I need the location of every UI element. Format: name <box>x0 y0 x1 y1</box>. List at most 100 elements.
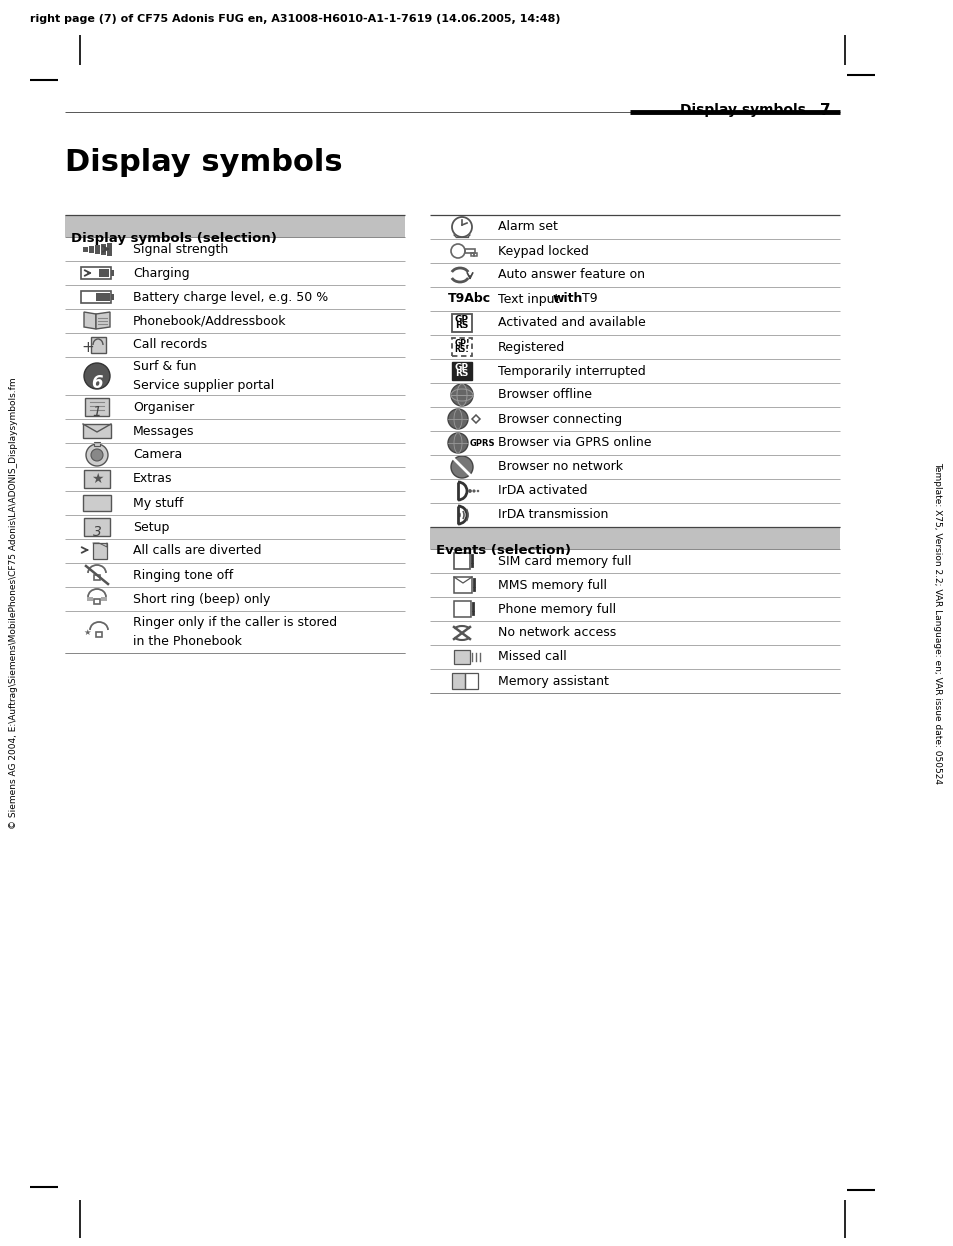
Text: Ringing tone off: Ringing tone off <box>132 568 233 582</box>
Text: No network access: No network access <box>497 627 616 639</box>
Text: Signal strength: Signal strength <box>132 243 228 255</box>
Text: Display symbols: Display symbols <box>65 148 342 177</box>
Bar <box>464 673 477 689</box>
Bar <box>84 518 110 536</box>
Text: Browser offline: Browser offline <box>497 389 592 401</box>
Bar <box>454 553 470 569</box>
Bar <box>454 650 470 664</box>
Text: SIM card memory full: SIM card memory full <box>497 554 631 567</box>
Text: Organiser: Organiser <box>132 400 194 414</box>
Bar <box>96 293 110 302</box>
Text: GP: GP <box>455 315 469 324</box>
Text: MMS memory full: MMS memory full <box>497 578 606 592</box>
Text: Call records: Call records <box>132 339 207 351</box>
Bar <box>81 267 111 279</box>
Bar <box>99 269 109 277</box>
Bar <box>87 597 92 601</box>
Bar <box>84 470 110 488</box>
Text: 3: 3 <box>92 525 101 540</box>
Bar <box>111 270 113 277</box>
Bar <box>454 577 472 593</box>
Bar <box>92 543 107 559</box>
Text: T9Abc: T9Abc <box>448 293 491 305</box>
Text: Auto answer feature on: Auto answer feature on <box>497 268 644 282</box>
Circle shape <box>84 363 110 389</box>
Bar <box>94 574 100 579</box>
Text: GP: GP <box>455 364 469 373</box>
Text: GP!: GP! <box>454 339 469 349</box>
Text: right page (7) of CF75 Adonis FUG en, A31008-H6010-A1-1-7619 (14.06.2005, 14:48): right page (7) of CF75 Adonis FUG en, A3… <box>30 14 560 24</box>
Bar <box>430 527 840 549</box>
Bar <box>83 247 88 252</box>
Text: Extras: Extras <box>132 472 172 486</box>
Bar <box>95 244 100 253</box>
Text: Charging: Charging <box>132 267 190 279</box>
Circle shape <box>476 490 478 492</box>
Circle shape <box>451 456 473 478</box>
Text: Phonebook/Addressbook: Phonebook/Addressbook <box>132 314 286 328</box>
Text: Alarm set: Alarm set <box>497 221 558 233</box>
Text: with: with <box>553 293 583 305</box>
Text: RS!: RS! <box>454 345 469 355</box>
Bar <box>65 216 405 237</box>
Bar <box>107 243 112 255</box>
Text: Temporarily interrupted: Temporarily interrupted <box>497 365 645 378</box>
Text: IrDA transmission: IrDA transmission <box>497 508 608 522</box>
Bar <box>452 314 472 331</box>
Text: IrDA activated: IrDA activated <box>497 485 587 497</box>
Bar <box>94 599 100 604</box>
Text: Surf & fun: Surf & fun <box>132 360 196 373</box>
Text: in the Phonebook: in the Phonebook <box>132 635 242 648</box>
Text: RS: RS <box>455 370 468 379</box>
Bar <box>101 243 106 254</box>
Text: My stuff: My stuff <box>132 496 183 510</box>
Polygon shape <box>84 312 96 329</box>
Text: ★: ★ <box>91 472 103 486</box>
Text: Messages: Messages <box>132 425 194 437</box>
Text: Browser connecting: Browser connecting <box>497 412 621 425</box>
Text: Keypad locked: Keypad locked <box>497 244 588 258</box>
Polygon shape <box>96 312 110 329</box>
Circle shape <box>448 409 468 429</box>
Text: 7: 7 <box>820 103 830 118</box>
Text: Browser no network: Browser no network <box>497 461 622 473</box>
Text: Events (selection): Events (selection) <box>436 545 571 557</box>
Polygon shape <box>85 397 109 416</box>
Text: Activated and available: Activated and available <box>497 316 645 329</box>
Circle shape <box>448 434 468 454</box>
Text: Ringer only if the caller is stored: Ringer only if the caller is stored <box>132 616 336 629</box>
Bar <box>452 673 464 689</box>
Text: Missed call: Missed call <box>497 650 566 664</box>
Bar <box>111 294 113 300</box>
Circle shape <box>86 444 108 466</box>
Circle shape <box>451 384 473 406</box>
Text: 1: 1 <box>92 405 101 419</box>
Text: T9: T9 <box>578 293 597 305</box>
Circle shape <box>473 490 475 492</box>
Text: Service supplier portal: Service supplier portal <box>132 379 274 392</box>
Bar <box>83 424 111 439</box>
Text: +: + <box>81 340 93 355</box>
Bar <box>452 363 472 380</box>
Bar <box>96 632 102 637</box>
Text: Registered: Registered <box>497 340 565 354</box>
Bar <box>94 442 100 446</box>
Text: Battery charge level, e.g. 50 %: Battery charge level, e.g. 50 % <box>132 290 328 304</box>
Bar <box>471 253 474 255</box>
Text: ★: ★ <box>83 628 91 637</box>
Text: RS: RS <box>455 321 468 330</box>
Text: Display symbols: Display symbols <box>679 103 805 117</box>
Text: Text input: Text input <box>497 293 563 305</box>
Text: Display symbols (selection): Display symbols (selection) <box>71 232 276 245</box>
Text: All calls are diverted: All calls are diverted <box>132 545 261 557</box>
Bar <box>91 336 106 353</box>
Text: © Siemens AG 2004, E:\Auftrag\Siemens\MobilePhones\CF75 Adonis\LA\ADONIS_Display: © Siemens AG 2004, E:\Auftrag\Siemens\Mo… <box>10 378 18 829</box>
Bar <box>454 601 471 617</box>
Bar <box>81 292 111 303</box>
Bar <box>464 249 475 253</box>
Circle shape <box>468 490 471 492</box>
Bar <box>89 245 94 253</box>
Bar <box>474 253 476 255</box>
Text: Short ring (beep) only: Short ring (beep) only <box>132 593 270 606</box>
Polygon shape <box>83 495 111 511</box>
